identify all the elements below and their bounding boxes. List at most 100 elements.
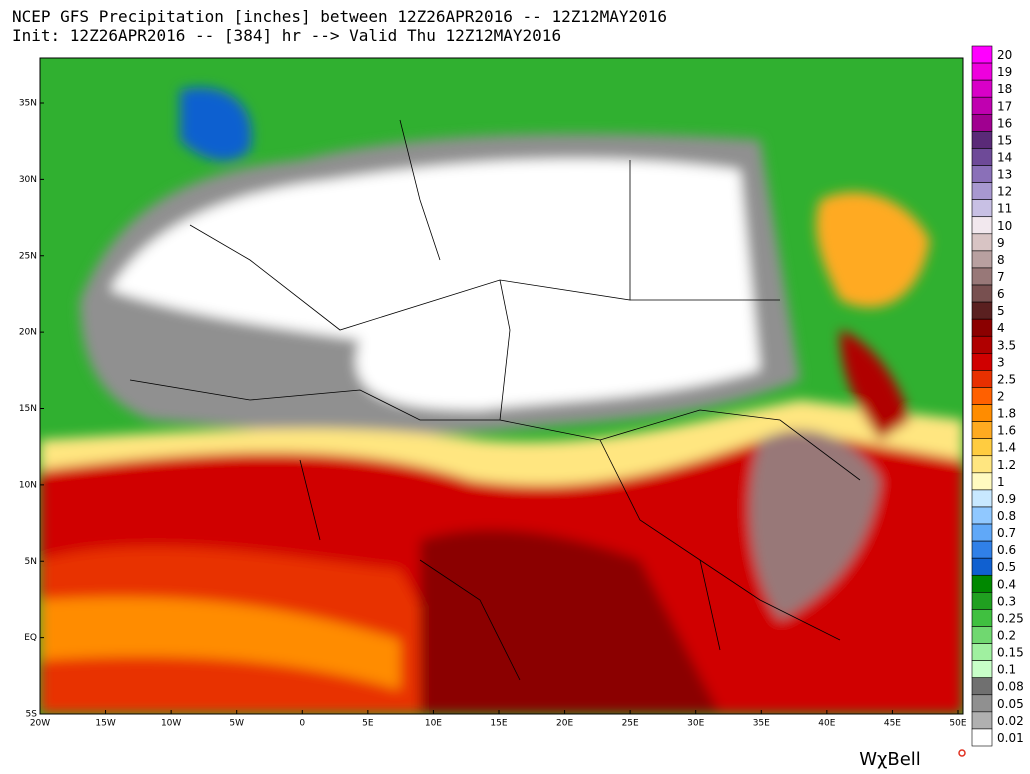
colorbar-label: 19 (997, 65, 1012, 79)
colorbar-label: 9 (997, 236, 1005, 250)
colorbar-swatch (971, 404, 993, 422)
colorbar-swatch (971, 574, 993, 593)
colorbar-swatch (971, 489, 993, 508)
colorbar-swatch (971, 506, 993, 525)
colorbar-swatch (971, 148, 993, 166)
colorbar-label: 1.4 (997, 441, 1016, 455)
colorbar-swatch (971, 318, 993, 337)
colorbar-swatch (971, 199, 993, 218)
colorbar-label: 11 (997, 202, 1012, 216)
lon-label: 10E (425, 719, 442, 729)
colorbar-swatch (971, 233, 993, 252)
lon-label: 40E (818, 719, 835, 729)
colorbar-label: 1 (997, 475, 1005, 489)
lon-label: 45E (884, 719, 901, 729)
colorbar-label: 3.5 (997, 338, 1016, 352)
colorbar-label: 0.1 (997, 663, 1016, 677)
colorbar-swatch (971, 370, 993, 388)
colorbar-swatch (971, 250, 993, 269)
title: NCEP GFS Precipitation [inches] between … (12, 7, 667, 26)
colorbar-swatch (971, 45, 993, 64)
colorbar-swatch (971, 472, 993, 491)
lat-label: 15N (19, 404, 37, 414)
colorbar-swatch (971, 694, 993, 713)
colorbar-swatch (971, 301, 993, 320)
colorbar-label: 15 (997, 133, 1012, 147)
colorbar-swatch (971, 626, 993, 644)
colorbar-swatch (971, 62, 993, 81)
lon-label: 15W (95, 719, 115, 729)
lon-label: 35E (753, 719, 770, 729)
colorbar-label: 2.5 (997, 372, 1016, 386)
lat-label: 25N (19, 251, 37, 261)
colorbar-label: 5 (997, 304, 1005, 318)
colorbar-label: 0.01 (997, 731, 1024, 745)
lat-label: EQ (24, 633, 37, 643)
logo-dot (958, 749, 966, 757)
colorbar-swatch (971, 438, 993, 457)
lon-label: 0 (299, 719, 305, 729)
subtitle: Init: 12Z26APR2016 -- [384] hr --> Valid… (12, 26, 561, 45)
colorbar-label: 0.08 (997, 680, 1024, 694)
colorbar-swatch (971, 113, 993, 132)
colorbar-swatch (971, 523, 993, 542)
lon-label: 30E (687, 719, 704, 729)
colorbar-label: 0.25 (997, 611, 1024, 625)
colorbar-swatch (971, 728, 993, 747)
colorbar-swatch (971, 216, 993, 235)
colorbar-label: 0.8 (997, 509, 1016, 523)
lat-label: 20N (19, 328, 37, 338)
logo: WχBell (859, 749, 921, 770)
colorbar-label: 0.4 (997, 577, 1016, 591)
lon-label: 50E (949, 719, 966, 729)
colorbar-label: 14 (997, 150, 1012, 164)
lat-label: 10N (19, 480, 37, 490)
colorbar-label: 2 (997, 390, 1005, 404)
lat-label: 30N (19, 175, 37, 185)
colorbar-label: 0.6 (997, 543, 1016, 557)
colorbar-label: 0.05 (997, 697, 1024, 711)
colorbar-label: 6 (997, 287, 1005, 301)
colorbar-label: 12 (997, 185, 1012, 199)
colorbar-label: 16 (997, 116, 1012, 130)
colorbar-label: 0.5 (997, 560, 1016, 574)
colorbar-label: 20 (997, 48, 1012, 62)
colorbar-label: 1.2 (997, 458, 1016, 472)
colorbar-label: 1.6 (997, 424, 1016, 438)
colorbar-swatch (971, 421, 993, 439)
colorbar-swatch (971, 335, 993, 354)
lon-label: 5E (362, 719, 374, 729)
colorbar-swatch (971, 79, 993, 98)
colorbar-label: 18 (997, 82, 1012, 96)
colorbar-swatch (971, 165, 993, 183)
colorbar-label: 10 (997, 219, 1012, 233)
colorbar-label: 0.7 (997, 526, 1016, 540)
colorbar-label: 8 (997, 253, 1005, 267)
lon-label: 20W (30, 719, 50, 729)
lon-label: 15E (490, 719, 507, 729)
colorbar-label: 4 (997, 321, 1005, 335)
colorbar-label: 1.8 (997, 407, 1016, 421)
colorbar-swatch (971, 592, 993, 610)
lon-label: 10W (161, 719, 181, 729)
colorbar-swatch (971, 284, 993, 303)
colorbar-label: 13 (997, 168, 1012, 182)
colorbar-swatch (971, 643, 993, 661)
lat-label: 5S (26, 710, 38, 720)
colorbar-label: 3 (997, 355, 1005, 369)
colorbar-swatch (971, 711, 993, 730)
map (40, 58, 963, 714)
map-frame (39, 57, 964, 715)
colorbar-swatch (971, 96, 993, 115)
colorbar-swatch (971, 267, 993, 286)
lon-label: 5W (229, 719, 244, 729)
colorbar-label: 0.2 (997, 629, 1016, 643)
colorbar-swatch (971, 353, 993, 371)
colorbar-swatch (971, 182, 993, 200)
lat-label: 35N (19, 99, 37, 109)
colorbar-swatch (971, 660, 993, 679)
colorbar-label: 7 (997, 270, 1005, 284)
colorbar-label: 17 (997, 99, 1012, 113)
colorbar-swatch (971, 131, 993, 149)
